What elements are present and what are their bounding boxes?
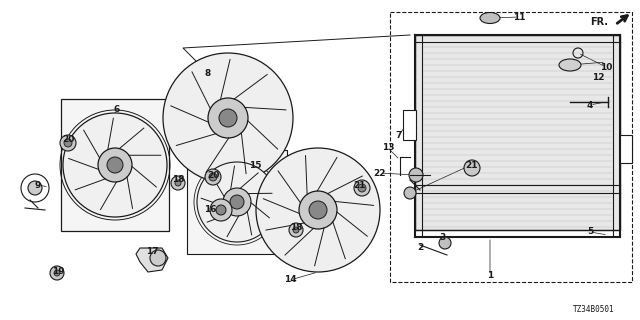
Ellipse shape	[559, 59, 581, 71]
Text: 14: 14	[284, 276, 296, 284]
Bar	[187, 150, 287, 254]
Text: 10: 10	[600, 62, 612, 71]
Circle shape	[293, 227, 299, 233]
Circle shape	[28, 181, 42, 195]
Text: 4: 4	[587, 100, 593, 109]
Text: 9: 9	[35, 180, 41, 189]
Circle shape	[50, 266, 64, 280]
Circle shape	[464, 160, 480, 176]
Circle shape	[163, 53, 293, 183]
Circle shape	[299, 191, 337, 229]
Circle shape	[60, 135, 76, 151]
Circle shape	[230, 195, 244, 209]
Circle shape	[205, 169, 221, 185]
Circle shape	[98, 148, 132, 182]
Circle shape	[289, 223, 303, 237]
Ellipse shape	[480, 12, 500, 23]
Bar	[390, 12, 632, 282]
Text: 2: 2	[417, 244, 423, 252]
Text: 17: 17	[146, 247, 158, 257]
Text: 3: 3	[440, 234, 446, 243]
Text: 6: 6	[114, 106, 120, 115]
Circle shape	[358, 184, 366, 192]
Circle shape	[175, 180, 181, 186]
Bar	[620, 135, 632, 163]
Text: 11: 11	[513, 12, 525, 21]
Text: 12: 12	[592, 74, 604, 83]
Circle shape	[354, 180, 370, 196]
Circle shape	[209, 173, 217, 181]
Circle shape	[208, 98, 248, 138]
Text: FR.: FR.	[590, 17, 608, 27]
Circle shape	[107, 157, 123, 173]
Text: 15: 15	[249, 161, 261, 170]
Circle shape	[210, 199, 232, 221]
Text: 16: 16	[204, 205, 216, 214]
Text: 8: 8	[205, 68, 211, 77]
Text: 22: 22	[374, 169, 387, 178]
Bar	[415, 35, 620, 230]
Circle shape	[216, 205, 226, 215]
Circle shape	[404, 187, 416, 199]
Circle shape	[64, 139, 72, 147]
Circle shape	[256, 148, 380, 272]
Bar	[61, 99, 169, 231]
Circle shape	[223, 188, 251, 216]
Text: 13: 13	[381, 143, 394, 153]
Circle shape	[171, 176, 185, 190]
Text: 5: 5	[587, 228, 593, 236]
Text: 21: 21	[465, 161, 477, 170]
Bar	[403, 110, 416, 140]
Text: 21: 21	[354, 180, 366, 189]
Circle shape	[439, 237, 451, 249]
Circle shape	[150, 250, 166, 266]
Circle shape	[54, 270, 60, 276]
Text: 7: 7	[396, 131, 402, 140]
Text: TZ34B0501: TZ34B0501	[573, 305, 615, 314]
Text: 20: 20	[207, 171, 219, 180]
Circle shape	[309, 201, 327, 219]
Text: 19: 19	[52, 268, 64, 276]
Polygon shape	[136, 248, 168, 272]
Circle shape	[197, 162, 277, 242]
Text: 20: 20	[62, 135, 74, 145]
Circle shape	[219, 109, 237, 127]
Text: 18: 18	[290, 223, 302, 233]
Text: 1: 1	[487, 270, 493, 279]
Circle shape	[409, 168, 423, 182]
Text: 18: 18	[172, 175, 184, 185]
Circle shape	[63, 113, 167, 217]
